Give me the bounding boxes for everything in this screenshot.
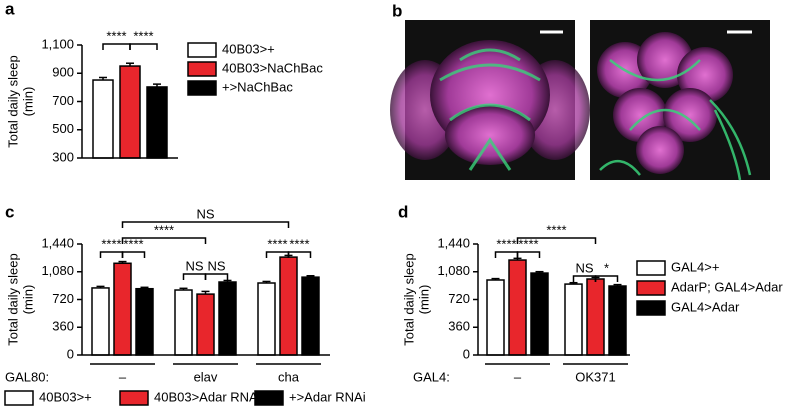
significance-bracket <box>121 251 146 258</box>
bar <box>119 65 141 159</box>
legend-swatch <box>187 42 217 58</box>
legend-label: +>Adar RNAi <box>289 389 366 404</box>
significance-bracket <box>287 251 312 258</box>
significance-label: **** <box>154 222 174 237</box>
bar <box>301 276 320 356</box>
bar <box>608 285 627 356</box>
legend-label: 40B03>+ <box>222 41 275 56</box>
y-tick-label: 500 <box>52 121 74 136</box>
y-tick-label: 300 <box>52 149 74 164</box>
y-axis-label: Total daily sleep <box>5 253 20 346</box>
y-tick-label: 0 <box>67 346 74 361</box>
x-tick-label: cha <box>278 369 300 384</box>
bar <box>218 281 237 356</box>
significance-label: **** <box>496 236 516 251</box>
group-axis-label: GAL80: <box>5 369 49 384</box>
y-tick-label: 0 <box>463 346 470 361</box>
panel-label: b <box>392 1 402 20</box>
panel-label: a <box>5 0 15 18</box>
significance-label: **** <box>267 236 287 251</box>
bar <box>530 272 549 356</box>
x-tick-label: OK371 <box>575 369 615 384</box>
bar <box>508 259 527 356</box>
bar <box>196 293 215 356</box>
legend-label: AdarP; GAL4>Adar <box>671 279 783 294</box>
significance-bracket <box>494 251 519 258</box>
y-tick-label: 360 <box>52 319 74 334</box>
significance-label: NS <box>185 258 203 273</box>
significance-label: **** <box>101 236 121 251</box>
legend-swatch <box>636 260 666 276</box>
bar <box>146 86 168 159</box>
significance-bracket <box>594 275 619 282</box>
y-tick-label: 1,440 <box>41 235 74 250</box>
significance-bracket <box>121 237 207 244</box>
significance-label: **** <box>106 28 126 43</box>
bar <box>564 283 583 356</box>
significance-bracket <box>99 251 124 258</box>
y-axis-label: (min) <box>20 87 35 117</box>
y-axis-label: (min) <box>20 285 35 315</box>
significance-bracket <box>102 43 131 50</box>
bar <box>92 79 114 159</box>
significance-bracket <box>516 237 597 244</box>
bar <box>91 287 110 356</box>
legend-swatch <box>119 390 149 406</box>
significance-label: **** <box>546 222 566 237</box>
legend-swatch <box>636 280 666 296</box>
y-axis-label: Total daily sleep <box>5 55 20 148</box>
y-tick-label: 900 <box>52 65 74 80</box>
legend-label: GAL4>Adar <box>671 299 740 314</box>
panel-label: c <box>5 202 14 221</box>
y-tick-label: 720 <box>448 291 470 306</box>
x-tick-label: – <box>514 369 522 384</box>
y-axis-label: Total daily sleep <box>401 253 416 346</box>
significance-bracket <box>129 43 158 50</box>
legend-swatch <box>187 80 217 96</box>
y-tick-label: 700 <box>52 93 74 108</box>
bar <box>113 262 132 356</box>
x-tick-label: elav <box>194 369 218 384</box>
significance-label: NS <box>196 206 214 221</box>
legend-label: 40B03>+ <box>39 389 92 404</box>
significance-bracket <box>121 221 290 228</box>
legend-label: +>NaChBac <box>222 79 293 94</box>
significance-label: **** <box>133 28 153 43</box>
y-tick-label: 1,440 <box>437 235 470 250</box>
image-panel: b <box>390 1 770 181</box>
bar <box>135 287 154 356</box>
y-tick-label: 1,080 <box>437 263 470 278</box>
significance-label: **** <box>289 236 309 251</box>
bar <box>174 289 193 356</box>
significance-label: **** <box>123 236 143 251</box>
legend-swatch <box>187 61 217 77</box>
y-tick-label: 1,100 <box>41 36 74 51</box>
significance-bracket <box>182 273 207 280</box>
legend-label: GAL4>+ <box>671 259 719 274</box>
bar <box>586 278 605 356</box>
group-axis-label: GAL4: <box>413 369 450 384</box>
y-tick-label: 1,080 <box>41 263 74 278</box>
y-tick-label: 360 <box>448 319 470 334</box>
legend-label: 40B03>Adar RNAi <box>154 389 261 404</box>
significance-label: * <box>604 260 609 275</box>
y-axis-label: (min) <box>416 285 431 315</box>
legend-label: 40B03>NaChBac <box>222 60 323 75</box>
significance-label: NS <box>575 260 593 275</box>
significance-label: **** <box>518 236 538 251</box>
x-tick-label: – <box>119 369 127 384</box>
bar <box>279 256 298 356</box>
legend-swatch <box>4 390 34 406</box>
bar <box>257 282 276 356</box>
legend-swatch <box>636 300 666 316</box>
bar <box>486 279 505 356</box>
y-tick-label: 720 <box>52 291 74 306</box>
significance-bracket <box>516 251 541 258</box>
significance-bracket <box>204 273 229 280</box>
panel-label: d <box>398 202 408 221</box>
legend-swatch <box>254 390 284 406</box>
significance-label: NS <box>207 258 225 273</box>
